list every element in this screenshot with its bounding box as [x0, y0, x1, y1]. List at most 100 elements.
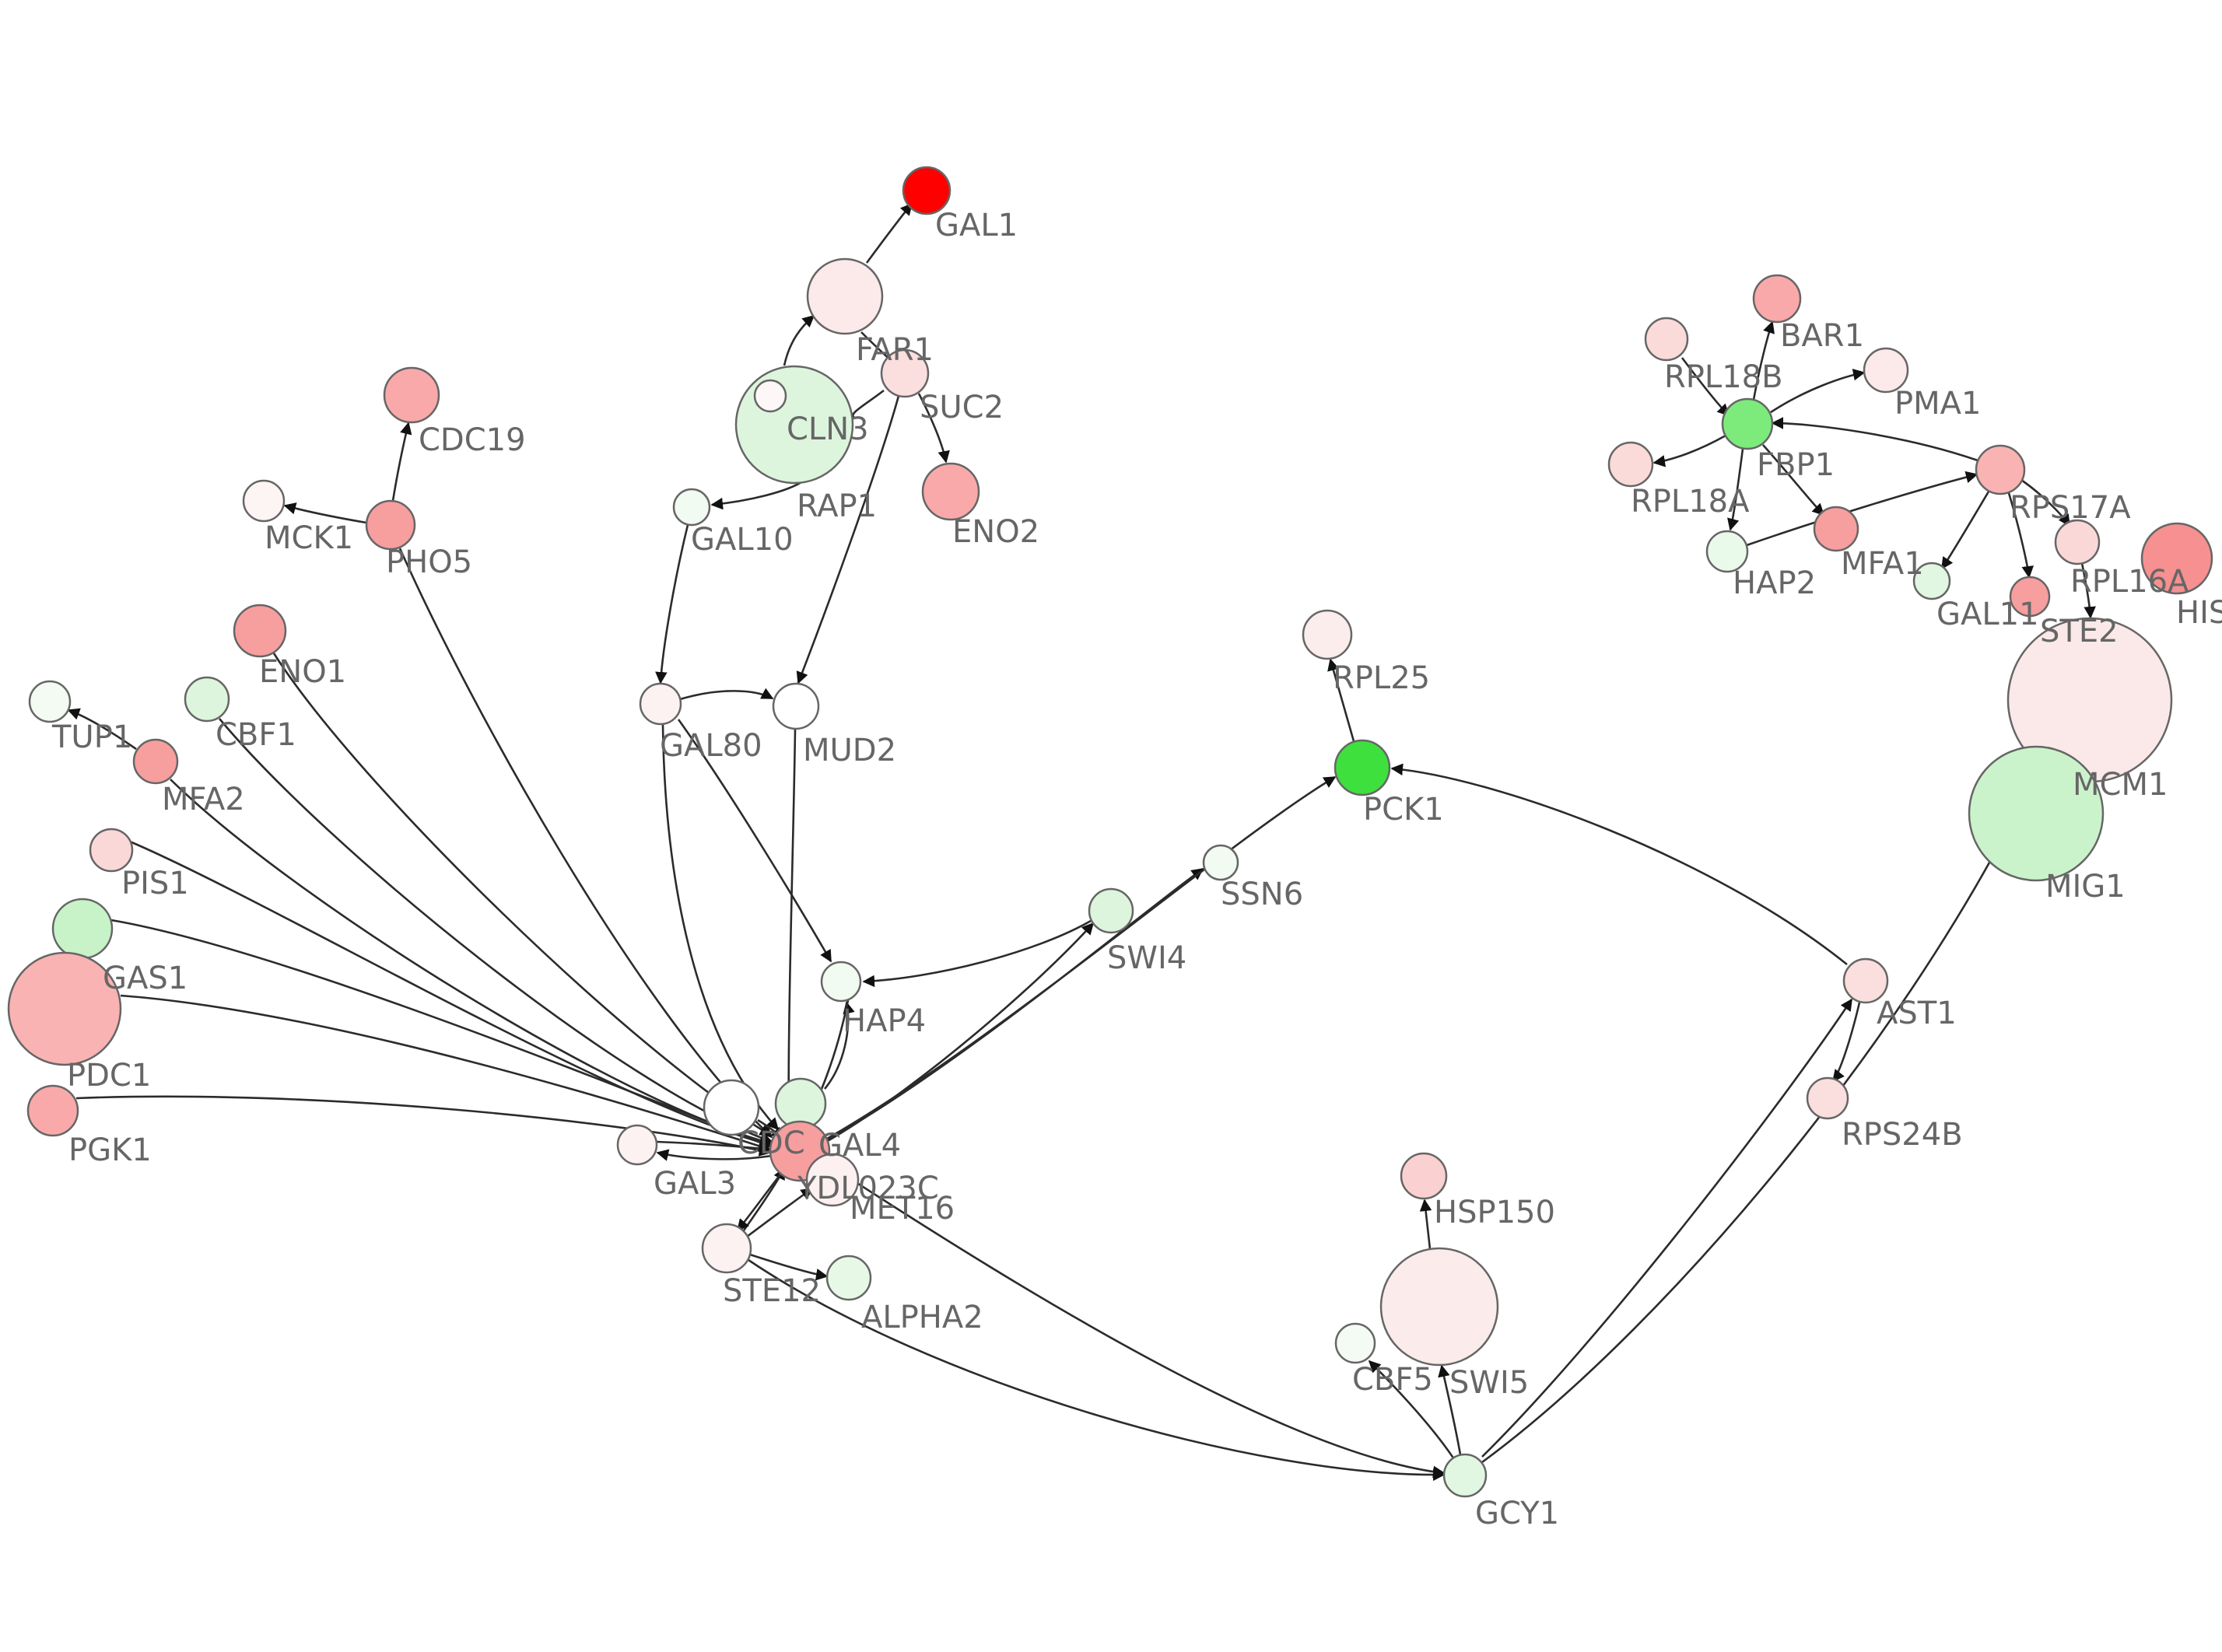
edge-ste12-to-ydl023c[interactable]	[746, 1187, 814, 1238]
node-gal10[interactable]	[672, 488, 711, 527]
edge-ast1-to-pck1[interactable]	[1390, 763, 1848, 966]
edge-gal80-to-gal4[interactable]	[661, 724, 780, 1131]
edge-rpl16a-to-mcm1[interactable]	[2080, 562, 2096, 619]
node-hap2[interactable]	[1705, 530, 1749, 573]
node-gal1[interactable]	[902, 166, 952, 215]
node-rps17a[interactable]	[1975, 444, 2026, 495]
node-cln3_inner[interactable]	[753, 379, 787, 413]
node-ssn6[interactable]	[1202, 844, 1239, 881]
node-rpl18b[interactable]	[1644, 317, 1689, 362]
node-hap4[interactable]	[820, 961, 862, 1003]
node-pma1[interactable]	[1863, 347, 1909, 394]
node-mck1[interactable]	[242, 479, 286, 523]
node-hsp150[interactable]	[1400, 1152, 1448, 1200]
node-cdc39[interactable]	[703, 1079, 760, 1136]
edge-gcy1-to-ast1[interactable]	[1481, 998, 1853, 1458]
node-cbf5[interactable]	[1334, 1322, 1376, 1364]
node-his4[interactable]	[2140, 522, 2213, 595]
edge-eno1-to-gal4[interactable]	[272, 653, 773, 1137]
node-swi4[interactable]	[1088, 887, 1134, 934]
node-ast1[interactable]	[1842, 957, 1889, 1004]
node-far1[interactable]	[806, 257, 884, 335]
edge-gcy1-to-swi5[interactable]	[1438, 1364, 1462, 1455]
node-pis1[interactable]	[89, 828, 134, 873]
node-mfa1[interactable]	[1813, 506, 1859, 552]
edge-fbp1-to-rpl18a[interactable]	[1652, 434, 1726, 467]
edge-pck1-to-rpl25[interactable]	[1327, 658, 1355, 742]
node-gas1[interactable]	[51, 898, 114, 960]
edge-fbp1-to-hap2[interactable]	[1727, 448, 1744, 531]
node-swi5[interactable]	[1379, 1247, 1499, 1367]
edge-swi5-to-hsp150[interactable]	[1419, 1199, 1432, 1250]
edge-pis1-to-gal4[interactable]	[129, 840, 772, 1149]
edge-met16-to-hap4[interactable]	[824, 1001, 855, 1090]
node-label-cln3: CLN3	[787, 411, 869, 447]
edge-gal3-to-gal4[interactable]	[656, 1140, 772, 1155]
node-rpl16a[interactable]	[2054, 519, 2101, 565]
node-gal3[interactable]	[616, 1124, 658, 1166]
edge-mfa2-to-tup1[interactable]	[67, 708, 137, 751]
node-rpl25[interactable]	[1302, 609, 1353, 660]
node-rpl18a[interactable]	[1607, 441, 1654, 488]
edge-ste12-to-gcy1[interactable]	[748, 1258, 1446, 1482]
edge-hap2-to-rps17a[interactable]	[1746, 471, 1978, 547]
edge-pdc1-to-gal4[interactable]	[120, 994, 772, 1153]
node-eno1[interactable]	[233, 604, 287, 658]
node-mud2[interactable]	[772, 682, 820, 730]
edge-cln3-to-gal10[interactable]	[710, 481, 802, 510]
edge-gal4-to-pck1[interactable]	[826, 775, 1337, 1140]
edge-suc2-to-mud2[interactable]	[796, 395, 900, 684]
node-fbp1[interactable]	[1721, 397, 1774, 450]
node-tup1[interactable]	[28, 680, 72, 723]
edge-far1-to-gal1[interactable]	[865, 202, 913, 264]
edge-ste12-to-alpha2[interactable]	[749, 1253, 829, 1281]
node-cdc19[interactable]	[383, 366, 440, 424]
edge-gal10-to-gal80[interactable]	[655, 524, 689, 684]
edge-mud2-to-gal4[interactable]	[782, 729, 797, 1126]
node-alpha2[interactable]	[825, 1255, 872, 1301]
edge-gcy1-to-mcm1[interactable]	[1481, 754, 2045, 1464]
node-eno2[interactable]	[921, 462, 980, 521]
node-bar1[interactable]	[1752, 274, 1802, 324]
node-gal80[interactable]	[639, 682, 682, 726]
node-suc2[interactable]	[880, 348, 930, 398]
edge-fbp1-to-mfa1[interactable]	[1762, 444, 1825, 516]
edge-gal4-to-gal3[interactable]	[656, 1149, 773, 1161]
node-pgk1[interactable]	[26, 1084, 79, 1137]
edge-fbp1-to-bar1[interactable]	[1752, 320, 1775, 401]
node-pdc1[interactable]	[7, 951, 122, 1066]
edge-gal80-to-mud2[interactable]	[679, 688, 774, 701]
edge-ast1-to-rps24b[interactable]	[1831, 1002, 1861, 1083]
node-gal11[interactable]	[1912, 562, 1951, 600]
edge-gal4-to-gcy1[interactable]	[826, 1162, 1446, 1479]
edge-mfa2-to-gal4[interactable]	[170, 779, 773, 1146]
node-label-pgk1: PGK1	[68, 1132, 152, 1168]
node-mfa2[interactable]	[132, 738, 179, 785]
edge-rps17a-to-fbp1[interactable]	[1771, 417, 1978, 462]
node-rps24b[interactable]	[1806, 1076, 1849, 1120]
node-ste12[interactable]	[701, 1223, 752, 1274]
edge-pho5-to-mck1[interactable]	[283, 502, 367, 524]
node-ste2[interactable]	[2009, 576, 2051, 618]
edge-pgk1-to-gal4[interactable]	[75, 1095, 772, 1157]
edge-gas1-to-gal4[interactable]	[110, 919, 772, 1149]
node-gcy1[interactable]	[1442, 1453, 1488, 1498]
edge-gcy1-to-cbf5[interactable]	[1368, 1360, 1456, 1460]
node-pho5[interactable]	[365, 499, 416, 551]
node-pck1[interactable]	[1334, 739, 1391, 796]
edge-suc2-to-cln3[interactable]	[841, 389, 885, 419]
node-cbf1[interactable]	[184, 676, 230, 723]
edge-rps17a-to-ste2[interactable]	[2007, 492, 2034, 579]
node-mig1[interactable]	[1968, 745, 2105, 882]
edge-pho5-to-gal4[interactable]	[398, 548, 773, 1139]
edge-cbf1-to-gal4[interactable]	[219, 718, 773, 1144]
edge-fbp1-to-pma1[interactable]	[1770, 368, 1866, 414]
edge-gal4-to-ste12[interactable]	[737, 1171, 784, 1232]
edge-cln3-to-far1[interactable]	[783, 314, 815, 366]
edge-swi4-to-hap4[interactable]	[862, 919, 1092, 988]
edge-rps17a-to-gal11[interactable]	[1940, 491, 1990, 570]
edge-pho5-to-cdc19[interactable]	[391, 422, 412, 502]
edge-gal80-to-hap4[interactable]	[677, 719, 832, 963]
node-ydl023c[interactable]	[805, 1153, 860, 1207]
edge-suc2-to-eno2[interactable]	[917, 393, 950, 464]
